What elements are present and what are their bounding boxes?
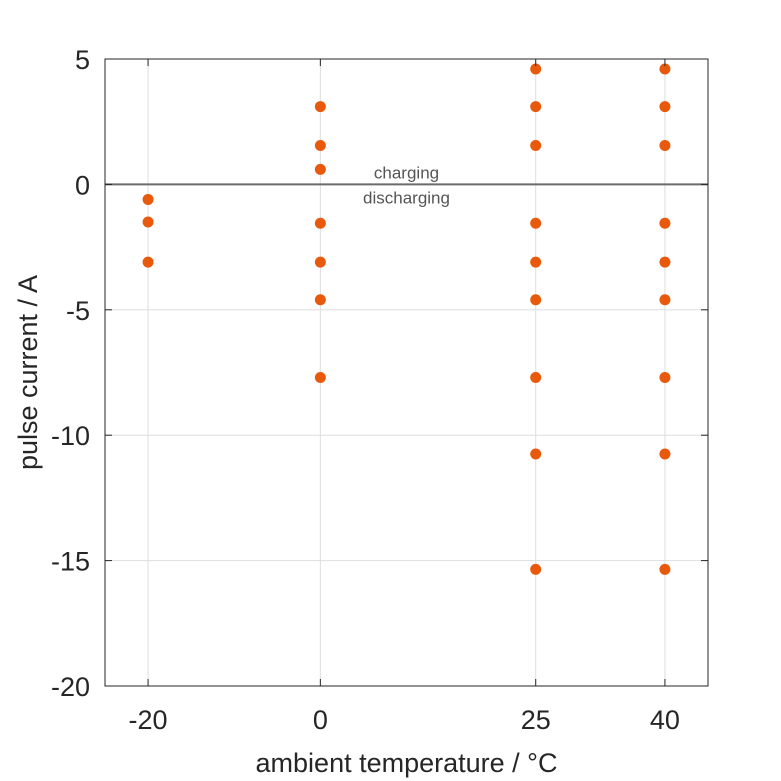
- data-point: [659, 256, 671, 268]
- data-point: [530, 563, 542, 575]
- data-point: [314, 101, 326, 113]
- data-point: [659, 372, 671, 384]
- x-tick-label: -20: [129, 705, 168, 735]
- y-tick-label: -15: [51, 547, 90, 577]
- axis-ticks: -20 0 25 40 5 0 -5 -10 -15 -20: [51, 45, 708, 735]
- annotations: charging discharging: [363, 163, 450, 207]
- data-point: [530, 294, 542, 306]
- data-point: [659, 140, 671, 152]
- x-axis-label: ambient temperature / °C: [256, 748, 558, 778]
- y-tick-label: -10: [51, 421, 90, 451]
- data-point: [659, 101, 671, 113]
- data-point: [314, 256, 326, 268]
- data-point: [314, 294, 326, 306]
- y-tick-label: -20: [51, 672, 90, 702]
- y-axis-label: pulse current / A: [13, 275, 43, 470]
- data-point: [314, 217, 326, 229]
- x-tick-label: 40: [650, 705, 680, 735]
- data-point: [530, 63, 542, 75]
- data-point: [659, 294, 671, 306]
- annotation-label: discharging: [363, 188, 450, 207]
- x-tick-label: 0: [313, 705, 328, 735]
- data-point: [314, 163, 326, 175]
- data-points: [142, 63, 671, 575]
- y-tick-label: 5: [75, 45, 90, 75]
- data-point: [530, 101, 542, 113]
- data-point: [659, 563, 671, 575]
- x-tick-label: 25: [521, 705, 551, 735]
- data-point: [314, 372, 326, 384]
- data-point: [530, 448, 542, 460]
- data-point: [530, 217, 542, 229]
- data-point: [530, 372, 542, 384]
- grid-lines: [105, 58, 708, 687]
- plot-frame: [104, 58, 709, 687]
- data-point: [142, 216, 154, 228]
- data-point: [659, 63, 671, 75]
- data-point: [142, 256, 154, 268]
- data-point: [314, 140, 326, 152]
- data-point: [659, 217, 671, 229]
- annotation-label: charging: [374, 163, 439, 182]
- data-point: [530, 256, 542, 268]
- data-point: [530, 140, 542, 152]
- data-point: [142, 193, 154, 205]
- data-point: [659, 448, 671, 460]
- y-tick-label: 0: [75, 170, 90, 200]
- y-tick-label: -5: [66, 296, 90, 326]
